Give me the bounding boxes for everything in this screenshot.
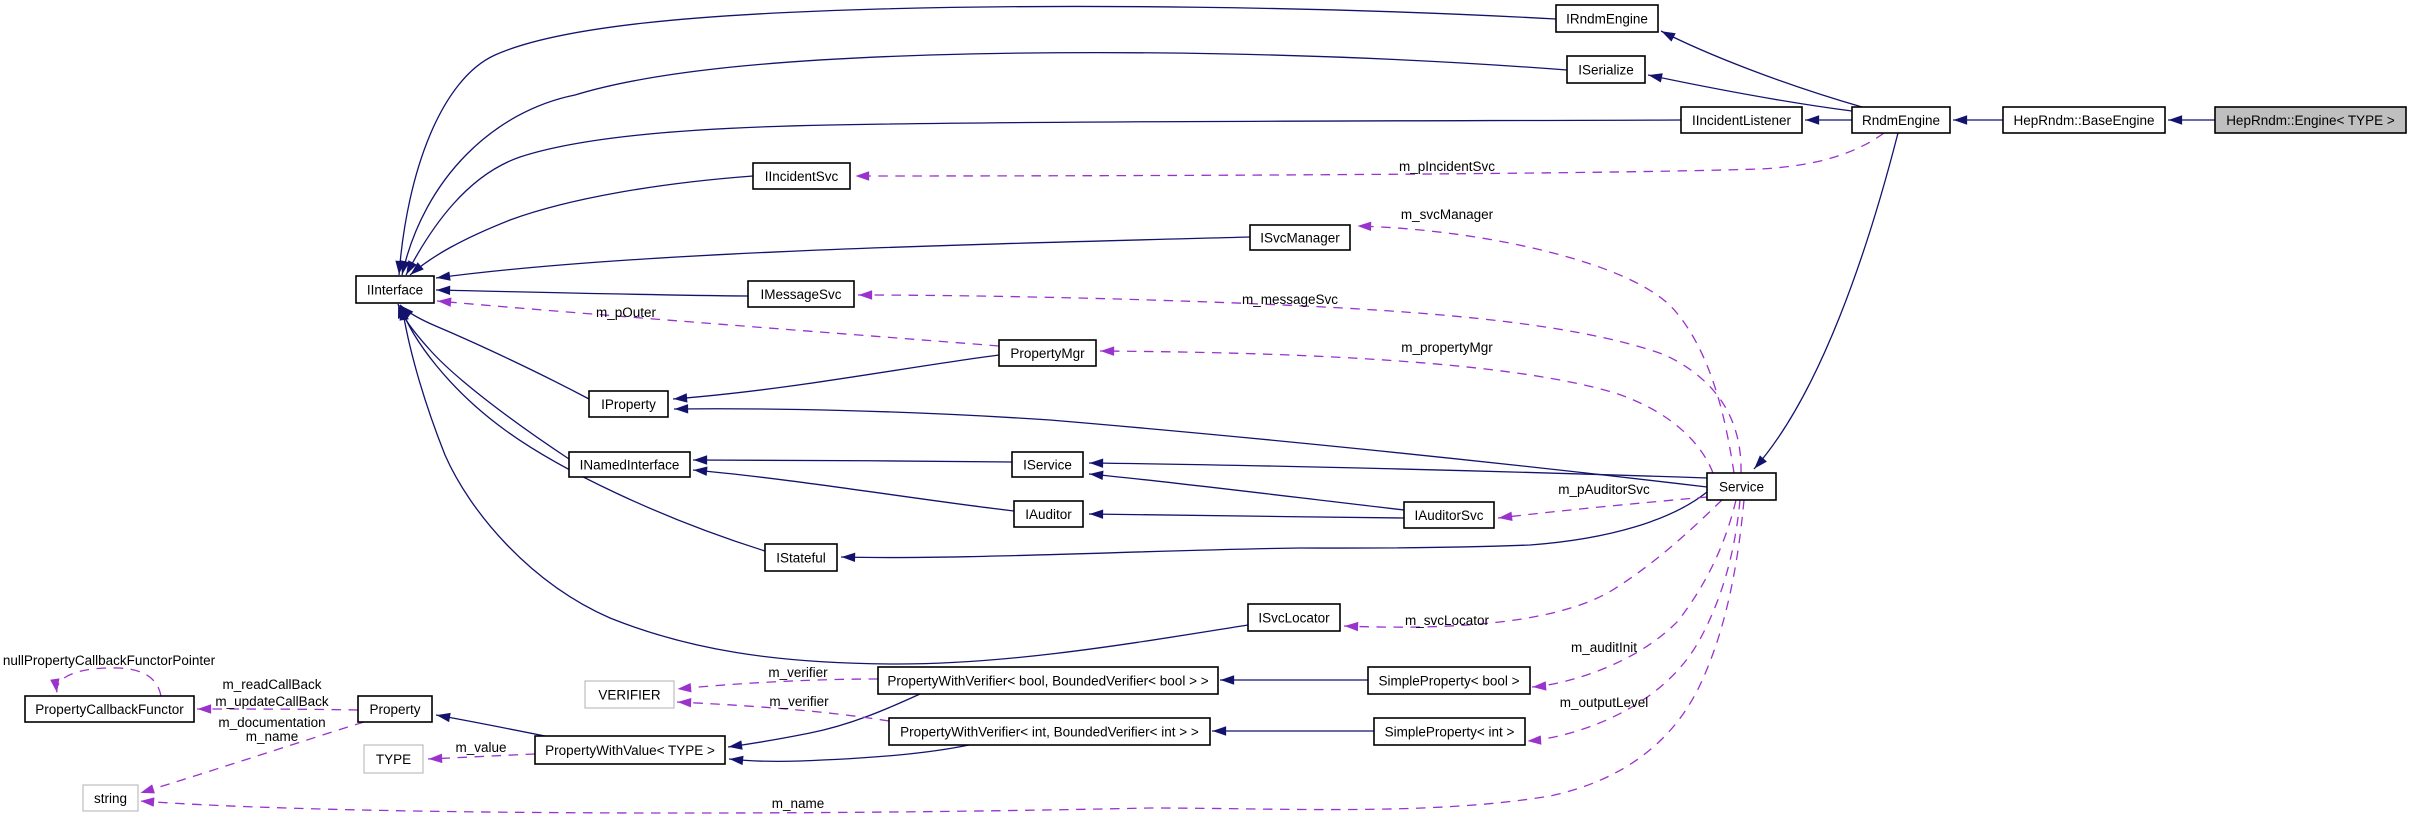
svg-text:ISvcManager: ISvcManager (1260, 230, 1340, 245)
svg-text:SimpleProperty< bool >: SimpleProperty< bool > (1378, 673, 1519, 688)
svg-text:m_value: m_value (455, 740, 506, 755)
svg-text:m_pIncidentSvc: m_pIncidentSvc (1399, 159, 1495, 174)
svg-text:HepRndm::BaseEngine: HepRndm::BaseEngine (2013, 113, 2154, 128)
svg-text:TYPE: TYPE (376, 752, 411, 767)
svg-text:ISvcLocator: ISvcLocator (1258, 610, 1330, 625)
svg-text:IAuditor: IAuditor (1025, 507, 1072, 522)
svg-text:PropertyCallbackFunctor: PropertyCallbackFunctor (35, 702, 184, 717)
svg-text:string: string (94, 791, 127, 806)
svg-text:m_svcLocator: m_svcLocator (1405, 613, 1490, 628)
svg-text:m_pOuter: m_pOuter (596, 305, 657, 320)
svg-text:m_messageSvc: m_messageSvc (1242, 292, 1338, 307)
svg-text:RndmEngine: RndmEngine (1862, 113, 1940, 128)
svg-text:IIncidentListener: IIncidentListener (1692, 113, 1792, 128)
svg-text:m_verifier: m_verifier (768, 665, 828, 680)
svg-text:IRndmEngine: IRndmEngine (1566, 11, 1648, 26)
svg-text:m_outputLevel: m_outputLevel (1560, 695, 1649, 710)
svg-text:m_verifier: m_verifier (769, 694, 829, 709)
svg-text:IProperty: IProperty (601, 397, 656, 412)
svg-text:IInterface: IInterface (367, 282, 423, 297)
svg-text:VERIFIER: VERIFIER (598, 687, 661, 702)
svg-text:INamedInterface: INamedInterface (580, 457, 680, 472)
svg-text:ISerialize: ISerialize (1578, 62, 1634, 77)
svg-text:SimpleProperty< int >: SimpleProperty< int > (1385, 724, 1515, 739)
svg-text:PropertyWithValue< TYPE >: PropertyWithValue< TYPE > (545, 743, 715, 758)
svg-text:PropertyMgr: PropertyMgr (1010, 346, 1085, 361)
svg-text:m_name: m_name (246, 729, 299, 744)
svg-text:IService: IService (1023, 457, 1072, 472)
svg-text:IStateful: IStateful (776, 550, 826, 565)
svg-text:m_svcManager: m_svcManager (1401, 207, 1494, 222)
svg-text:m_readCallBack: m_readCallBack (222, 677, 321, 692)
svg-text:m_propertyMgr: m_propertyMgr (1401, 340, 1493, 355)
svg-text:m_auditInit: m_auditInit (1571, 640, 1637, 655)
svg-text:Service: Service (1719, 479, 1764, 494)
svg-text:IAuditorSvc: IAuditorSvc (1414, 508, 1483, 523)
svg-text:IMessageSvc: IMessageSvc (760, 287, 841, 302)
svg-text:IIncidentSvc: IIncidentSvc (765, 169, 839, 184)
svg-text:nullPropertyCallbackFunctorPoi: nullPropertyCallbackFunctorPointer (3, 653, 216, 668)
svg-text:PropertyWithVerifier< bool, Bo: PropertyWithVerifier< bool, BoundedVerif… (887, 673, 1208, 688)
svg-text:PropertyWithVerifier< int, Bou: PropertyWithVerifier< int, BoundedVerifi… (900, 724, 1199, 739)
svg-text:m_name: m_name (772, 796, 825, 811)
svg-text:m_updateCallBack: m_updateCallBack (215, 694, 329, 709)
svg-text:Property: Property (369, 702, 420, 717)
svg-text:m_documentation: m_documentation (218, 715, 325, 730)
svg-text:HepRndm::Engine< TYPE >: HepRndm::Engine< TYPE > (2226, 113, 2395, 128)
svg-text:m_pAuditorSvc: m_pAuditorSvc (1558, 482, 1650, 497)
